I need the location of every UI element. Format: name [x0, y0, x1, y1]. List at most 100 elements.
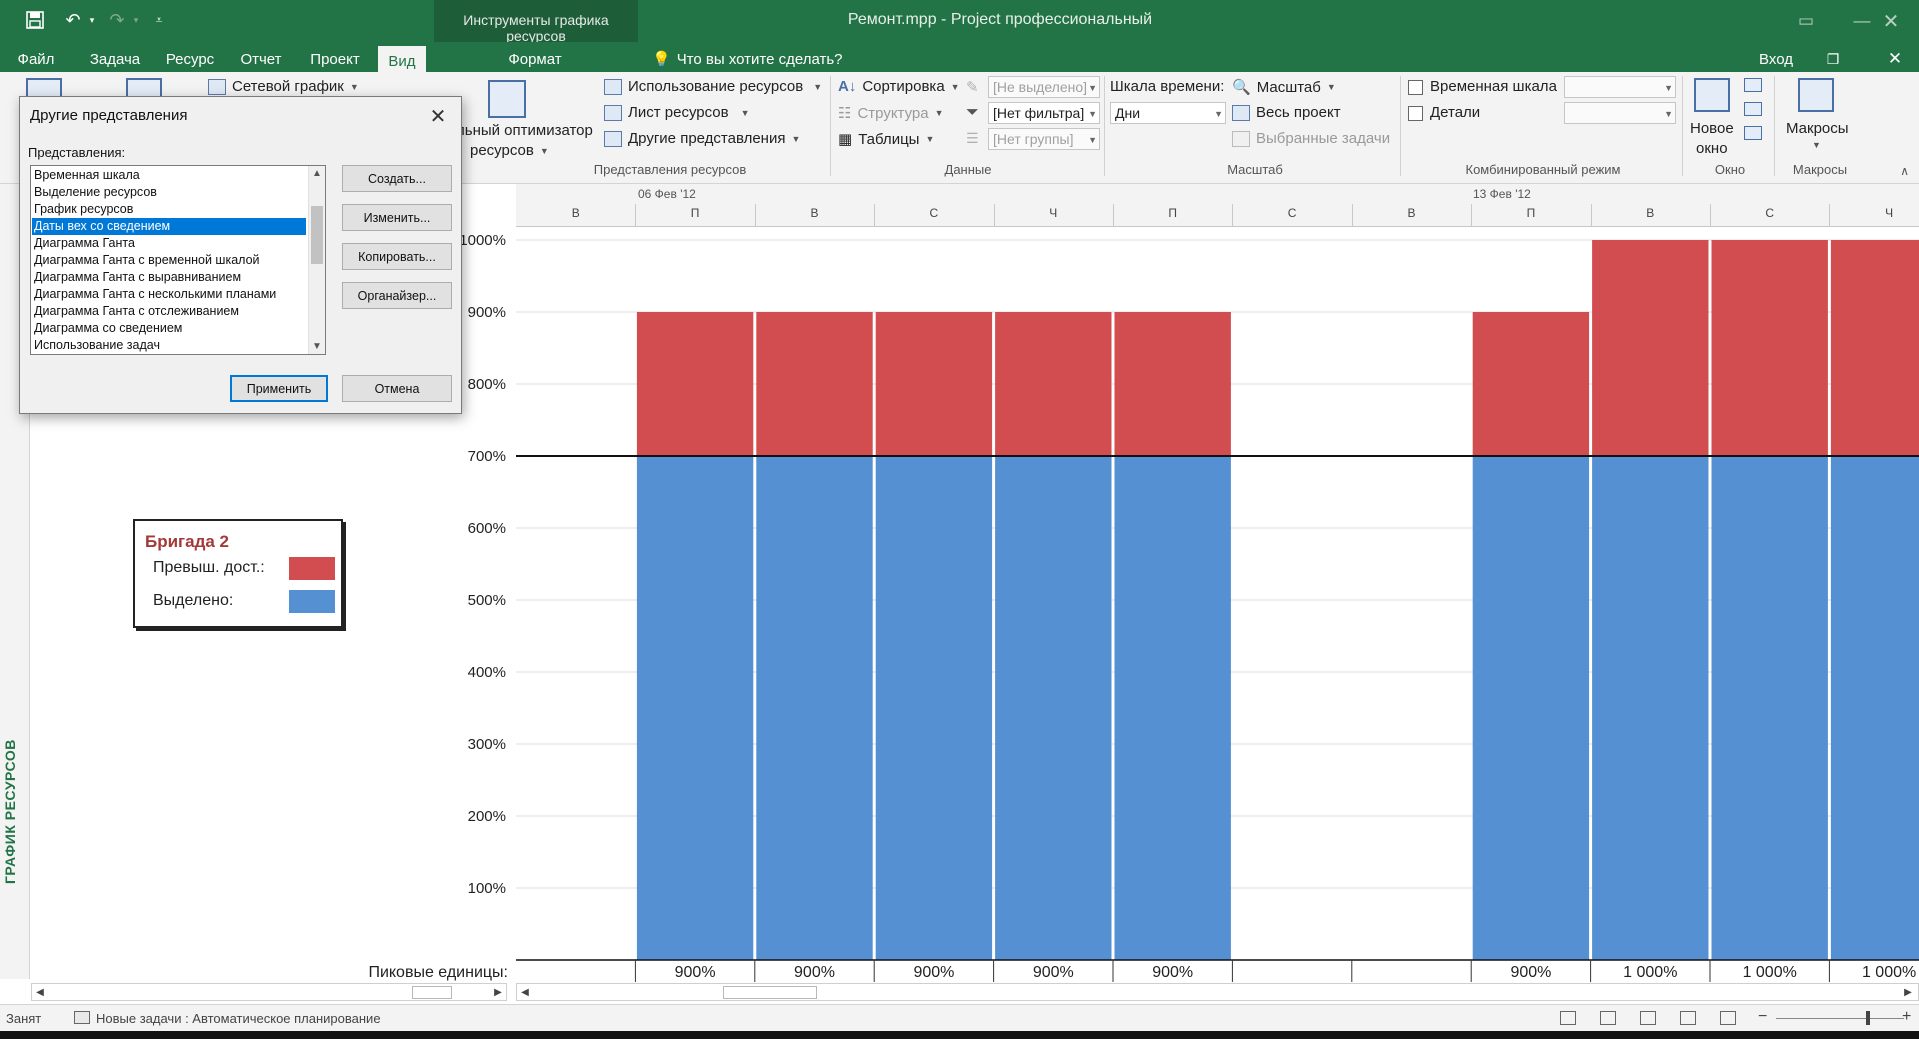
- hide-window-icon[interactable]: [1744, 102, 1762, 116]
- tab-view[interactable]: Вид: [378, 46, 426, 76]
- sign-in-link[interactable]: Вход: [1759, 50, 1793, 68]
- redo-dropdown-icon[interactable]: ▾: [133, 14, 139, 25]
- scroll-right-icon[interactable]: ▶: [494, 986, 502, 998]
- filter-select[interactable]: [Нет фильтра] ▼: [988, 102, 1100, 124]
- resource-sheet-shortcut-icon[interactable]: [1680, 1011, 1696, 1025]
- chevron-down-icon: ▼: [1664, 109, 1673, 119]
- views-listbox[interactable]: Временная шкала Выделение ресурсов График …: [30, 165, 326, 355]
- ribbon-display-options-icon[interactable]: ▭: [1797, 11, 1815, 30]
- copy-view-button[interactable]: Копировать...: [342, 243, 452, 270]
- new-view-button[interactable]: Создать...: [342, 165, 452, 192]
- close-document-icon[interactable]: ✕: [1887, 49, 1903, 68]
- timeline-checkbox[interactable]: [1408, 80, 1423, 95]
- scrollbar-thumb[interactable]: [723, 986, 817, 999]
- network-graph-label: Сетевой график: [232, 78, 344, 95]
- new-window-icon[interactable]: [1694, 78, 1730, 112]
- macros-icon[interactable]: [1798, 78, 1834, 112]
- tab-report[interactable]: Отчет: [240, 50, 282, 68]
- scroll-up-icon[interactable]: ▲: [312, 168, 322, 179]
- group-by-select[interactable]: [Нет группы] ▼: [988, 128, 1100, 150]
- view-list-item[interactable]: Использование задач: [34, 338, 160, 352]
- customize-qat-icon[interactable]: ⩡: [155, 12, 163, 27]
- task-usage-shortcut-icon[interactable]: [1600, 1011, 1616, 1025]
- zoom-slider[interactable]: [1776, 1018, 1904, 1019]
- timescale-week: 06 Фев '12: [638, 187, 696, 201]
- zoom-out-icon[interactable]: −: [1758, 1008, 1768, 1025]
- entire-project-button[interactable]: Весь проект: [1232, 104, 1341, 121]
- macros-button-label[interactable]: Макросы: [1786, 120, 1849, 137]
- left-pane-hscrollbar[interactable]: ◀ ▶: [31, 983, 507, 1001]
- views-list-scrollbar[interactable]: ▲ ▼: [308, 166, 325, 354]
- timescale-value: Дни: [1115, 105, 1141, 121]
- outline-button[interactable]: ☷ Структура ▼: [838, 104, 944, 123]
- scroll-down-icon[interactable]: ▼: [312, 341, 322, 352]
- sort-button[interactable]: A↓ Сортировка ▼: [838, 78, 960, 95]
- close-window-icon[interactable]: ✕: [1882, 10, 1900, 33]
- resource-sheet-button[interactable]: Лист ресурсов ▼: [604, 104, 750, 121]
- details-view-select[interactable]: ▼: [1564, 102, 1676, 124]
- close-icon[interactable]: ✕: [429, 105, 447, 128]
- new-window-label-2[interactable]: окно: [1696, 140, 1728, 157]
- legend-overallocated-swatch: [289, 557, 335, 580]
- view-list-item[interactable]: График ресурсов: [34, 202, 134, 216]
- view-list-item[interactable]: Даты вех со сведением: [32, 218, 306, 235]
- view-list-item[interactable]: Диаграмма Ганта с выравниванием: [34, 270, 242, 284]
- tab-format[interactable]: Формат: [508, 50, 562, 68]
- view-list-item[interactable]: Диаграмма Ганта с временной шкалой: [34, 253, 260, 267]
- arrange-all-icon[interactable]: [1744, 78, 1762, 92]
- tab-resource[interactable]: Ресурс: [165, 50, 215, 68]
- organizer-button[interactable]: Органайзер...: [342, 282, 452, 309]
- timescale-select[interactable]: Дни ▼: [1110, 102, 1226, 124]
- resource-usage-label: Использование ресурсов: [628, 78, 804, 95]
- undo-dropdown-icon[interactable]: ▾: [89, 14, 95, 25]
- chart-hscrollbar[interactable]: ◀ ▶: [516, 983, 1919, 1001]
- scroll-left-icon[interactable]: ◀: [36, 986, 44, 998]
- view-list-item[interactable]: Диаграмма Ганта: [34, 236, 135, 250]
- view-list-item[interactable]: Диаграмма Ганта с отслеживанием: [34, 304, 239, 318]
- view-list-item[interactable]: Диаграмма Ганта с несколькими планами: [34, 287, 277, 301]
- timeline-view-select[interactable]: ▼: [1564, 76, 1676, 98]
- gantt-view-shortcut-icon[interactable]: [1560, 1011, 1576, 1025]
- timescale-separator: [1829, 204, 1831, 227]
- tab-task[interactable]: Задача: [89, 50, 141, 68]
- restore-down-icon[interactable]: ❐: [1826, 50, 1840, 67]
- scrollbar-thumb[interactable]: [311, 206, 323, 264]
- switch-windows-icon[interactable]: [1744, 126, 1762, 140]
- redo-icon[interactable]: ↷: [109, 9, 125, 30]
- save-icon[interactable]: [22, 6, 48, 34]
- macros-dropdown[interactable]: ▼: [1812, 140, 1821, 150]
- tab-file[interactable]: Файл: [17, 50, 55, 68]
- zoom-in-icon[interactable]: +: [1902, 1008, 1912, 1025]
- view-list-item[interactable]: Временная шкала: [34, 168, 140, 182]
- view-list-item[interactable]: Выделение ресурсов: [34, 185, 157, 199]
- selected-tasks-button[interactable]: Выбранные задачи: [1232, 130, 1390, 147]
- minimize-icon[interactable]: —: [1853, 11, 1871, 30]
- scrollbar-thumb[interactable]: [412, 986, 452, 999]
- report-shortcut-icon[interactable]: [1720, 1011, 1736, 1025]
- new-window-label-1[interactable]: Новое: [1690, 120, 1734, 137]
- edit-view-button[interactable]: Изменить...: [342, 204, 452, 231]
- view-list-item[interactable]: Диаграмма со сведением: [34, 321, 183, 335]
- cancel-button[interactable]: Отмена: [342, 375, 452, 402]
- tell-me-search[interactable]: 💡 Что вы хотите сделать?: [652, 46, 843, 72]
- apply-button[interactable]: Применить: [230, 375, 328, 402]
- new-tasks-mode[interactable]: Новые задачи : Автоматическое планирован…: [96, 1011, 381, 1026]
- overallocated-bar: [756, 312, 873, 456]
- highlight-select[interactable]: [Не выделено] ▼: [988, 76, 1100, 98]
- undo-icon[interactable]: ↶: [65, 9, 81, 30]
- zoom-button[interactable]: 🔍 Масштаб ▼: [1232, 78, 1336, 97]
- other-views-button[interactable]: Другие представления ▼: [604, 130, 800, 147]
- collapse-ribbon-icon[interactable]: ∧: [1900, 164, 1909, 178]
- details-checkbox[interactable]: [1408, 106, 1423, 121]
- resource-optimizer-label-2[interactable]: ресурсов ▼: [470, 142, 549, 159]
- resource-usage-button[interactable]: Использование ресурсов ▼: [604, 78, 822, 95]
- team-planner-shortcut-icon[interactable]: [1640, 1011, 1656, 1025]
- zoom-slider-thumb[interactable]: [1866, 1011, 1870, 1025]
- resource-optimizer-label-1[interactable]: льный оптимизатор: [456, 122, 593, 139]
- scroll-left-icon[interactable]: ◀: [521, 986, 529, 998]
- scroll-right-icon[interactable]: ▶: [1904, 986, 1912, 998]
- tab-project[interactable]: Проект: [310, 50, 360, 68]
- network-graph-button[interactable]: Сетевой график ▼: [208, 78, 359, 95]
- tables-button[interactable]: ▦ Таблицы ▼: [838, 130, 934, 149]
- new-tasks-icon[interactable]: [74, 1011, 90, 1024]
